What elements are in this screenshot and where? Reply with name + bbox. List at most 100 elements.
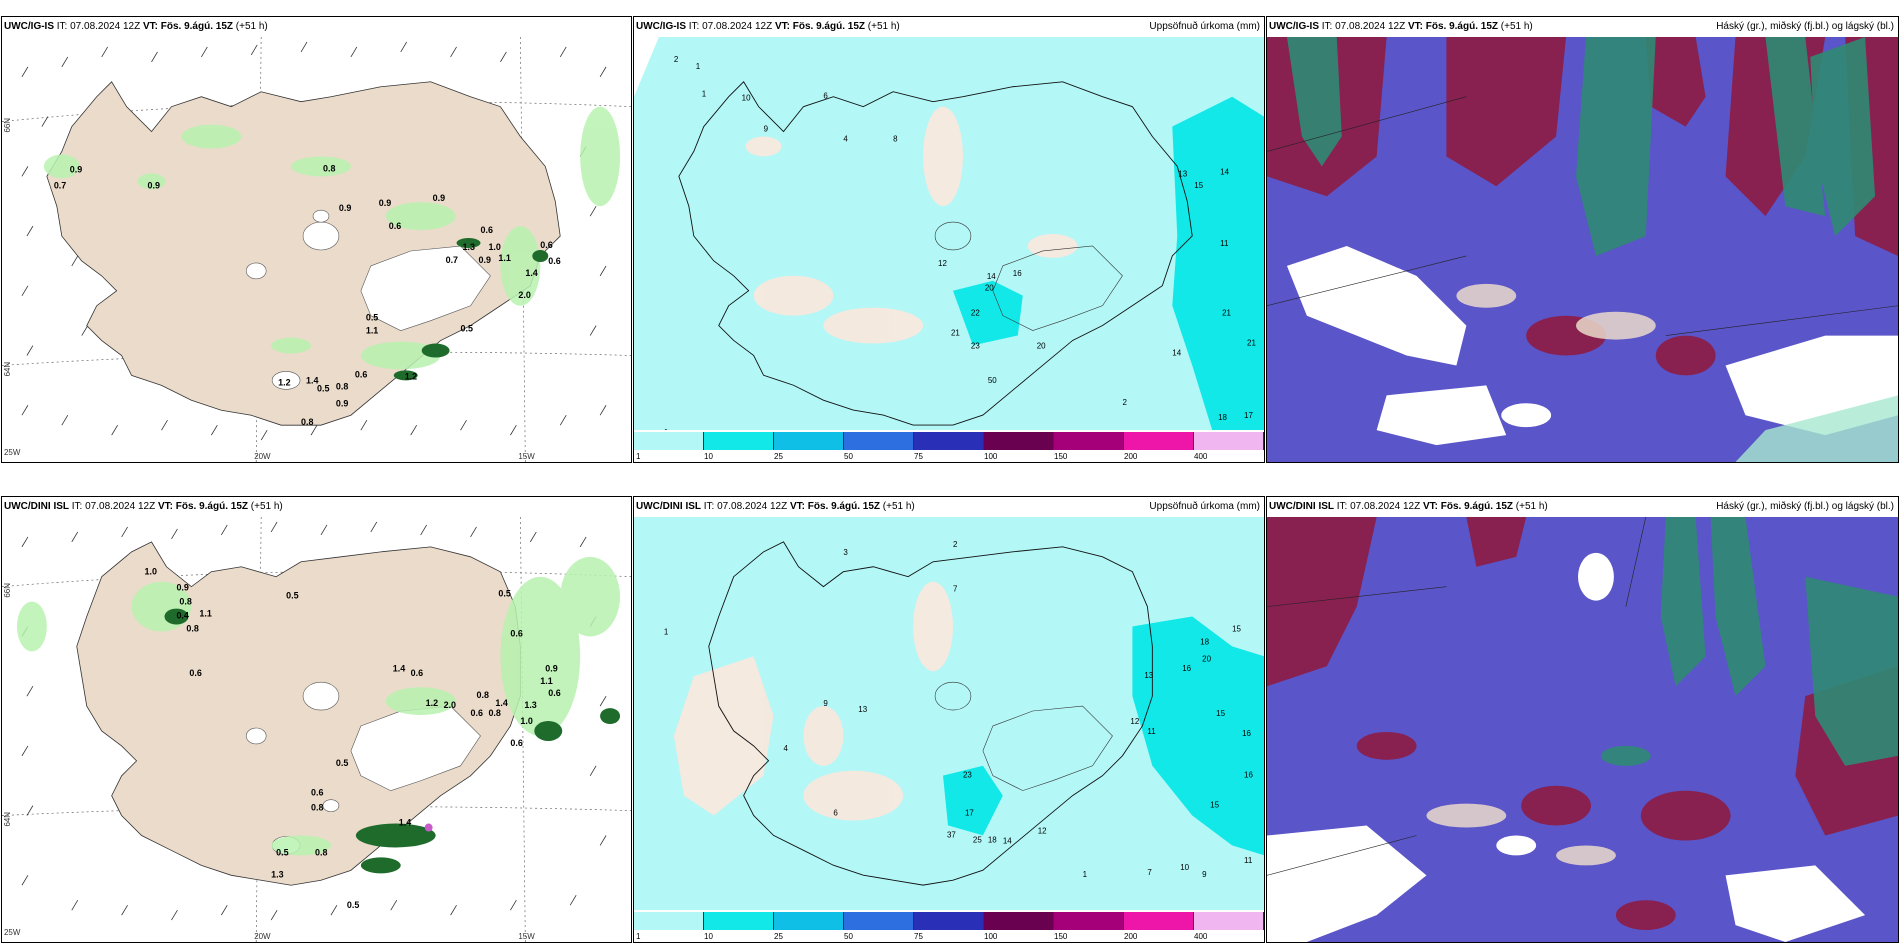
- svg-text:1.3: 1.3: [524, 700, 536, 710]
- svg-text:0.6: 0.6: [480, 225, 492, 235]
- svg-text:0.5: 0.5: [461, 324, 473, 334]
- svg-text:1.4: 1.4: [393, 663, 405, 673]
- svg-text:16: 16: [1013, 269, 1022, 278]
- svg-text:0.7: 0.7: [446, 255, 458, 265]
- colorbar-segment: [704, 432, 774, 450]
- svg-text:1.4: 1.4: [306, 375, 318, 385]
- svg-text:50: 50: [988, 376, 997, 385]
- colorbar-segment: [914, 912, 984, 930]
- colorbar-tick: 1: [636, 452, 641, 461]
- panel-header: UWC/IG-IS IT: 07.08.2024 12Z VT: Fös. 9.…: [634, 17, 1264, 37]
- svg-text:0.9: 0.9: [336, 398, 348, 408]
- svg-text:15: 15: [1216, 709, 1225, 718]
- svg-text:0.8: 0.8: [476, 690, 488, 700]
- svg-text:11: 11: [1244, 856, 1253, 865]
- lon-label-25w: 25W: [4, 928, 21, 937]
- model-name: UWC/IG-IS: [4, 21, 54, 32]
- wind-map: 1.0 0.9 0.8 0.5 0.4 1.1 0.8 0.6 1.4 0.6 …: [2, 517, 631, 942]
- svg-text:0.5: 0.5: [366, 313, 378, 323]
- svg-text:0.6: 0.6: [189, 668, 201, 678]
- wind-map: 0.9 0.7 0.9 0.8 0.9 0.9 0.9 0.6 0.6 1.3 …: [2, 37, 631, 462]
- colorbar-segment: [704, 912, 774, 930]
- panel-title: Uppsöfnuð úrkoma (mm): [1149, 501, 1260, 512]
- colorbar-tick: 50: [844, 452, 853, 461]
- colorbar-tick: 150: [1054, 452, 1068, 461]
- precip-value-labels: 2 1 1 10 6 8 9 12 4 20 22 21 23 20 50 14…: [664, 55, 1257, 430]
- svg-text:1: 1: [696, 62, 701, 71]
- colorbar-tick: 25: [774, 452, 783, 461]
- svg-text:0.6: 0.6: [548, 256, 560, 266]
- svg-text:15: 15: [1194, 181, 1203, 190]
- svg-text:12: 12: [1038, 826, 1047, 835]
- svg-text:1.4: 1.4: [525, 268, 537, 278]
- svg-text:15: 15: [1232, 624, 1241, 633]
- svg-text:9: 9: [823, 699, 828, 708]
- svg-text:1.1: 1.1: [498, 253, 510, 263]
- svg-text:20: 20: [1202, 654, 1211, 663]
- colorbar-tick: 75: [914, 452, 923, 461]
- colorbar-segment: [844, 432, 914, 450]
- svg-text:1.3: 1.3: [463, 242, 475, 252]
- svg-text:14: 14: [1220, 167, 1229, 176]
- svg-text:0.5: 0.5: [347, 900, 359, 910]
- svg-text:20: 20: [985, 284, 994, 293]
- svg-text:4: 4: [784, 744, 789, 753]
- svg-text:1.2: 1.2: [405, 371, 417, 381]
- svg-text:0.6: 0.6: [411, 668, 423, 678]
- svg-text:11: 11: [1220, 239, 1229, 248]
- svg-text:0.4: 0.4: [176, 611, 188, 621]
- svg-text:16: 16: [1182, 664, 1191, 673]
- svg-text:18: 18: [988, 835, 997, 844]
- map-panel-clouds-igis: UWC/IG-IS IT: 07.08.2024 12Z VT: Fös. 9.…: [1266, 16, 1899, 463]
- model-name: UWC/IG-IS: [636, 21, 686, 32]
- svg-text:6: 6: [823, 92, 828, 101]
- init-time: IT: 07.08.2024 12Z: [703, 501, 788, 512]
- svg-text:0.8: 0.8: [488, 708, 500, 718]
- lead-time: (+51 h): [235, 21, 268, 32]
- lon-label-15w: 15W: [518, 932, 535, 941]
- lead-time: (+51 h): [867, 21, 900, 32]
- lead-time: (+51 h): [1515, 501, 1548, 512]
- svg-text:0.9: 0.9: [433, 193, 445, 203]
- svg-text:0.9: 0.9: [379, 198, 391, 208]
- svg-text:23: 23: [971, 341, 980, 350]
- svg-text:0.8: 0.8: [323, 163, 335, 173]
- lat-label-66n: 66N: [3, 583, 12, 598]
- svg-text:4: 4: [843, 134, 848, 143]
- colorbar-tick: 10: [704, 452, 713, 461]
- map-panel-precip-igis: UWC/IG-IS IT: 07.08.2024 12Z VT: Fös. 9.…: [633, 16, 1265, 463]
- panel-header: UWC/DINI ISL IT: 07.08.2024 12Z VT: Fös.…: [1267, 497, 1898, 517]
- svg-text:25: 25: [973, 835, 982, 844]
- colorbar-tick: 150: [1054, 932, 1068, 941]
- svg-text:0.9: 0.9: [176, 583, 188, 593]
- svg-text:0.5: 0.5: [286, 591, 298, 601]
- panel-header: UWC/DINI ISL IT: 07.08.2024 12Z VT: Fös.…: [634, 497, 1264, 517]
- lon-label-20w: 20W: [254, 932, 271, 941]
- svg-text:14: 14: [1172, 348, 1181, 357]
- svg-text:1.1: 1.1: [540, 676, 552, 686]
- svg-text:22: 22: [971, 309, 980, 318]
- svg-text:14: 14: [1003, 836, 1012, 845]
- svg-text:0.8: 0.8: [336, 381, 348, 391]
- valid-time: VT: Fös. 9.ágú. 15Z: [789, 501, 880, 512]
- colorbar-segment: [984, 432, 1054, 450]
- svg-text:15: 15: [1210, 801, 1219, 810]
- svg-text:0.8: 0.8: [301, 417, 313, 427]
- precip-map: 3 1 2 4 7 6 13 9 23 17 37 25 18 14 12 15…: [634, 517, 1264, 910]
- lon-label-25w: 25W: [4, 448, 21, 457]
- lon-label-15w: 15W: [518, 452, 535, 461]
- svg-text:11: 11: [1147, 727, 1156, 736]
- colorbar-tick: 400: [1194, 932, 1208, 941]
- model-name: UWC/DINI ISL: [1269, 501, 1334, 512]
- svg-text:0.8: 0.8: [179, 597, 191, 607]
- svg-text:0.8: 0.8: [315, 847, 327, 857]
- colorbar-tick: 100: [984, 452, 998, 461]
- wind-value-labels: 0.9 0.7 0.9 0.8 0.9 0.9 0.9 0.6 0.6 1.3 …: [54, 163, 561, 427]
- svg-text:20: 20: [1037, 341, 1046, 350]
- svg-text:16: 16: [1242, 729, 1251, 738]
- svg-text:0.9: 0.9: [545, 663, 557, 673]
- colorbar-tick: 25: [774, 932, 783, 941]
- valid-time: VT: Fös. 9.ágú. 15Z: [1407, 21, 1498, 32]
- svg-text:1.0: 1.0: [488, 242, 500, 252]
- lead-time: (+51 h): [250, 501, 283, 512]
